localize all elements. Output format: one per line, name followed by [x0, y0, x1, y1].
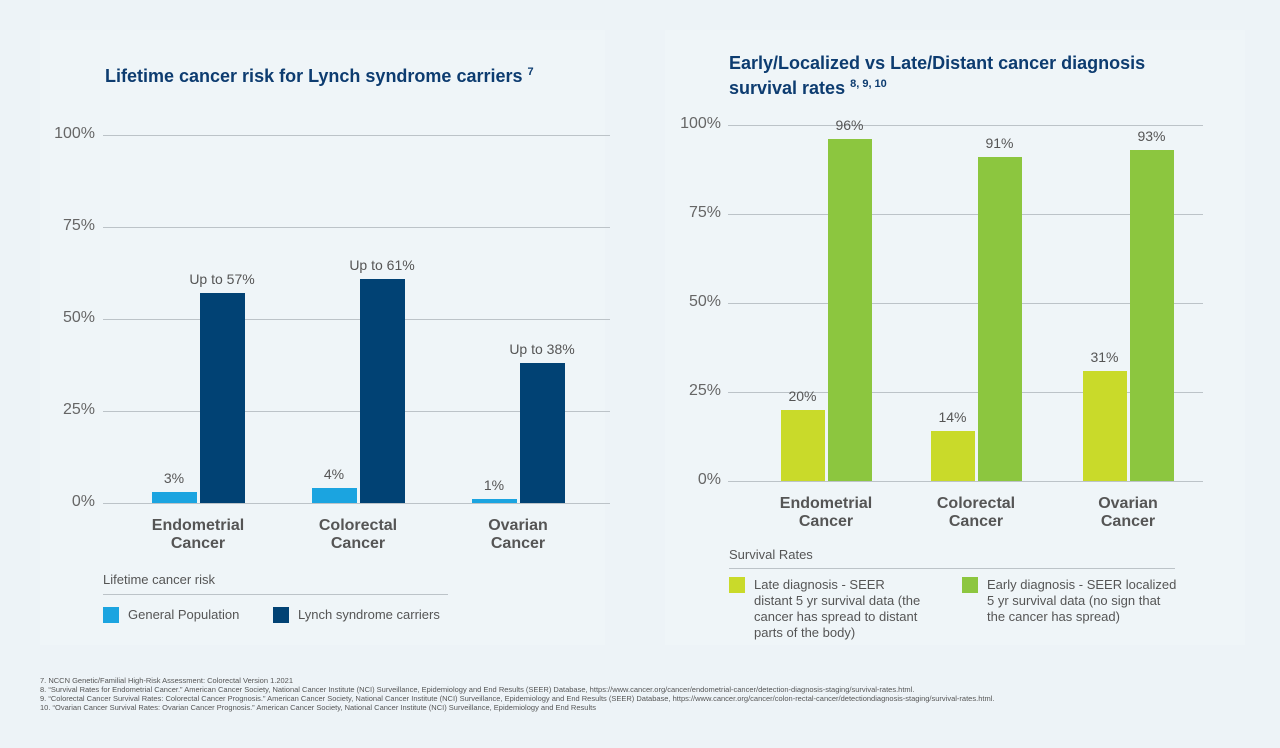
category-label-line: Endometrial [779, 495, 873, 512]
data-label: 31% [1090, 348, 1119, 365]
bar [519, 363, 565, 503]
bar [780, 409, 825, 481]
category-label-line: Endometrial [151, 517, 245, 534]
gridline [103, 503, 610, 504]
footnote: 10. “Ovarian Cancer Survival Rates: Ovar… [40, 703, 596, 712]
legend-divider [103, 594, 448, 595]
category-label: Colorectal Cancer [906, 495, 1046, 531]
y-tick-label: 50% [62, 309, 95, 326]
legend-divider [729, 568, 1175, 569]
left-panel [40, 30, 605, 645]
bar [827, 139, 872, 481]
footnote: 8. “Survival Rates for Endometrial Cance… [40, 685, 915, 694]
gridline [728, 392, 1203, 393]
category-label: Colorectal Cancer [288, 517, 428, 553]
title-line-1: Early/Localized vs Late/Distant cancer d… [729, 53, 1146, 73]
footnote: 7. NCCN Genetic/Familial High-Risk Asses… [40, 676, 294, 685]
footnote: 9. “Colorectal Cancer Survival Rates: Co… [40, 694, 995, 703]
bar [471, 499, 517, 503]
category-label: Ovarian Cancer [1058, 495, 1198, 531]
y-tick-label: 25% [688, 382, 721, 399]
data-label: 3% [163, 469, 185, 486]
data-label: 1% [483, 477, 505, 494]
legend-label: Early diagnosis - SEER localized 5 yr sur… [987, 577, 1176, 625]
legend-label-line: Lynch syndrome carriers [298, 607, 440, 622]
legend-label-line: distant 5 yr survival data (the [754, 593, 921, 608]
legend-label: Lynch syndrome carriers [298, 607, 440, 623]
gridline [728, 214, 1203, 215]
data-label: 93% [1137, 127, 1166, 144]
legend-swatch [729, 577, 745, 593]
legend-swatch [962, 577, 978, 593]
legend-swatch [103, 607, 119, 623]
legend-label-line: cancer has spread to distant [754, 609, 918, 624]
category-label-line: Colorectal [318, 517, 398, 534]
bar [930, 431, 975, 481]
category-label-line: Cancer [170, 535, 226, 552]
bar [311, 488, 357, 503]
footnotes: 7. NCCN Genetic/Familial High-Risk Asses… [40, 676, 994, 712]
legend-label-line: the cancer has spread) [987, 609, 1120, 624]
data-label: 14% [938, 409, 967, 426]
bar [1082, 370, 1127, 481]
title-ref: 8, 9, 10 [850, 78, 887, 90]
gridline [728, 303, 1203, 304]
bar [151, 491, 197, 503]
legend-swatch [273, 607, 289, 623]
legend-label-line: Late diagnosis - SEER [754, 577, 885, 592]
gridline [103, 135, 610, 136]
title-ref: 7 [527, 66, 534, 78]
category-label-line: Colorectal [936, 495, 1016, 512]
data-label: 96% [835, 117, 864, 134]
gridline [103, 319, 610, 320]
data-label: 4% [323, 466, 345, 483]
y-tick-label: 75% [62, 217, 95, 234]
gridline [728, 481, 1203, 482]
data-label: 91% [985, 135, 1014, 152]
category-label-line: Cancer [330, 535, 386, 552]
gridline [103, 411, 610, 412]
legend-label-line: General Population [128, 607, 240, 622]
category-label-line: Cancer [948, 513, 1004, 530]
legend-label: Late diagnosis - SEER distant 5 yr surviv… [754, 577, 920, 641]
category-label-line: Cancer [1100, 513, 1156, 530]
y-tick-label: 100% [54, 125, 95, 142]
legend-label: General Population [128, 607, 239, 623]
bar [977, 157, 1022, 481]
data-label: Up to 57% [189, 271, 255, 288]
bar [1129, 149, 1174, 481]
category-label-line: Cancer [490, 535, 546, 552]
data-label: Up to 61% [349, 256, 415, 273]
data-label: Up to 38% [509, 341, 575, 358]
y-tick-label: 75% [688, 204, 721, 221]
bar [359, 278, 405, 503]
category-label-line: Ovarian [1098, 495, 1158, 512]
y-tick-label: 0% [71, 493, 95, 510]
legend-label-line: 5 yr survival data (no sign that [987, 593, 1161, 608]
right-chart-title: Early/Localized vs Late/Distant cancer d… [729, 53, 1145, 99]
bar [199, 293, 245, 503]
legend-title: Survival Rates [729, 547, 813, 562]
title-line-2: survival rates [729, 78, 846, 98]
category-label: Endometrial Cancer [756, 495, 896, 531]
category-label: Ovarian Cancer [448, 517, 588, 553]
y-tick-label: 25% [62, 401, 95, 418]
y-tick-label: 0% [697, 471, 721, 488]
data-label: 20% [788, 387, 817, 404]
gridline [728, 125, 1203, 126]
legend-label-line: parts of the body) [754, 625, 856, 640]
category-label-line: Ovarian [488, 517, 548, 534]
category-label-line: Cancer [798, 513, 854, 530]
legend-title: Lifetime cancer risk [103, 572, 215, 587]
left-chart-title: Lifetime cancer risk for Lynch syndrome … [105, 62, 534, 87]
legend-label-line: Early diagnosis - SEER localized [987, 577, 1177, 592]
title-text: Lifetime cancer risk for Lynch syndrome … [105, 66, 523, 86]
y-tick-label: 50% [688, 293, 721, 310]
y-tick-label: 100% [680, 115, 721, 132]
category-label: Endometrial Cancer [128, 517, 268, 553]
gridline [103, 227, 610, 228]
